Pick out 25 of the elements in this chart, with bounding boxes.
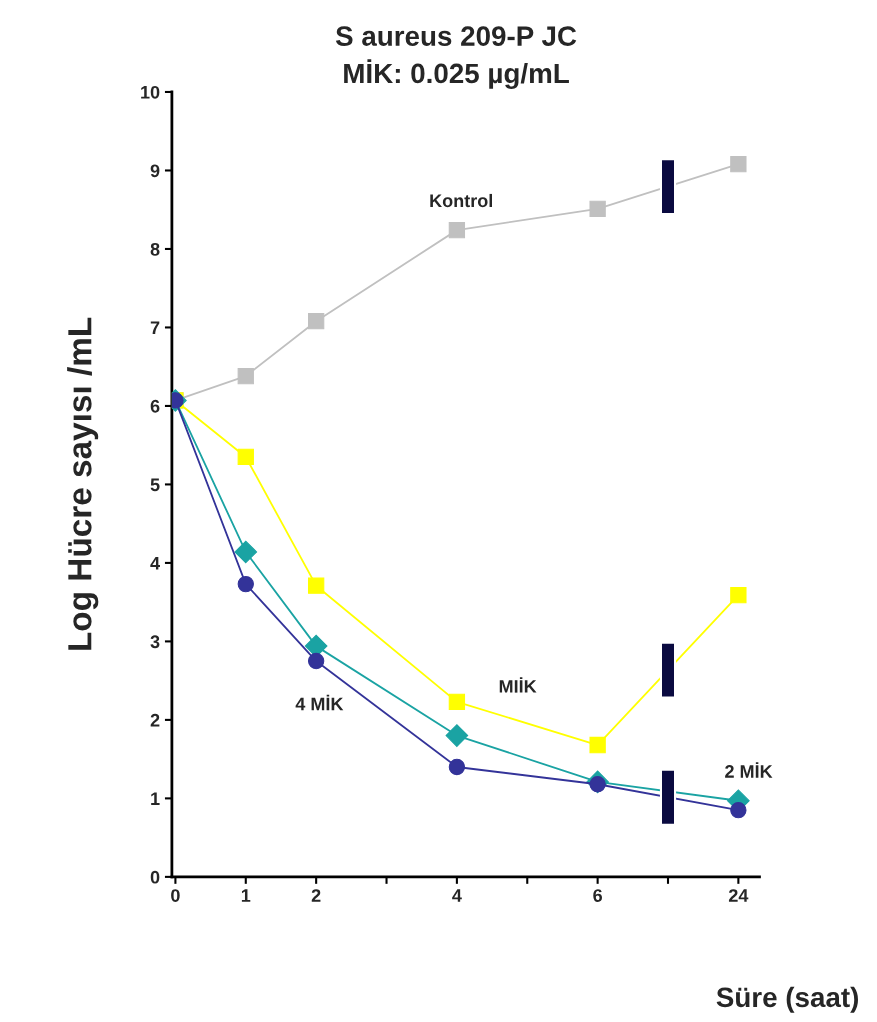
series-label: MIİK — [499, 677, 537, 693]
chart-subtitle: MİK: 0.025 µg/mL — [344, 59, 569, 89]
y-tick-label: 9 — [150, 164, 160, 178]
series-label: Kontrol — [430, 193, 493, 208]
x-tick-label: 4 — [452, 889, 462, 902]
x-tick-label: 24 — [728, 889, 749, 902]
y-tick-label: 10 — [141, 85, 160, 99]
y-tick-label: 7 — [150, 321, 160, 334]
y-tick-label: 5 — [150, 478, 160, 492]
x-tick-label: 1 — [241, 889, 251, 902]
series-label: 4 MİK — [295, 694, 344, 711]
x-tick-label: 2 — [311, 889, 321, 902]
x-tick-label: 0 — [171, 889, 180, 902]
series-label: 2 MİK — [725, 762, 773, 778]
y-axis-title: Log Hücre sayısı /mL — [67, 317, 99, 650]
x-axis-title: Süre (saat) — [716, 986, 858, 1013]
y-tick-label: 4 — [150, 557, 160, 570]
y-tick-label: 8 — [150, 242, 160, 256]
chart-title: S aureus 209-P JC — [335, 26, 577, 46]
y-tick-label: 1 — [151, 792, 160, 805]
y-tick-label: 2 — [150, 713, 160, 727]
y-tick-label: 6 — [150, 399, 160, 413]
y-tick-label: 0 — [150, 870, 160, 884]
y-tick-label: 3 — [150, 635, 160, 649]
x-tick-label: 6 — [593, 889, 602, 902]
